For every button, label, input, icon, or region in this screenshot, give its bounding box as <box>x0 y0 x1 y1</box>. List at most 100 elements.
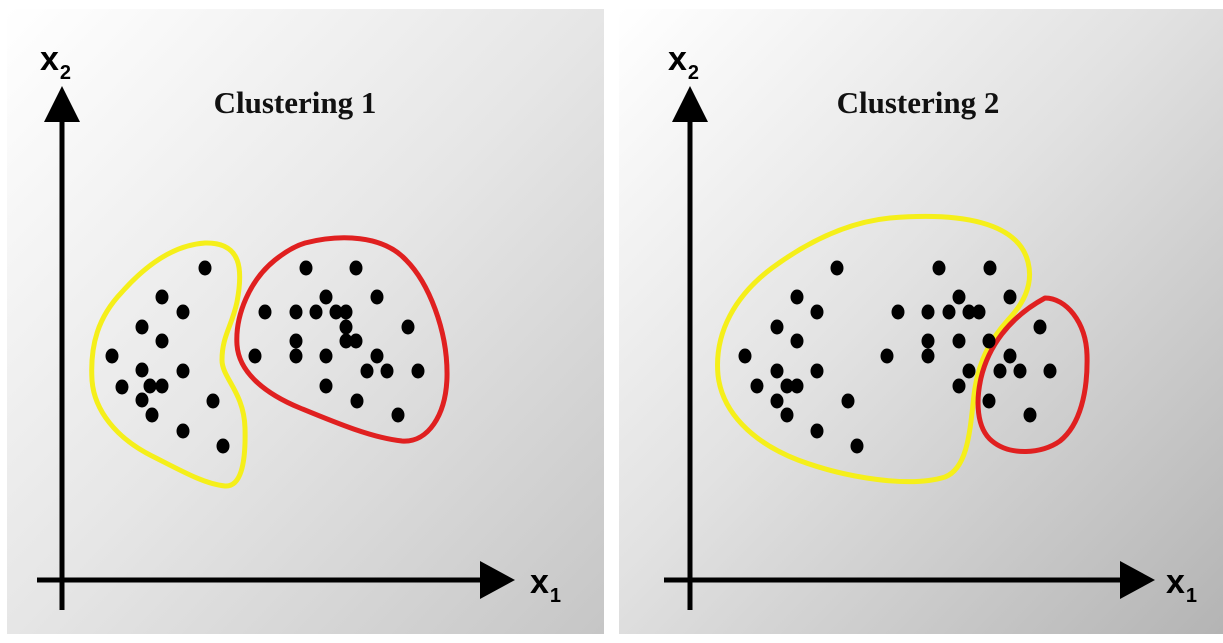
data-point <box>880 348 894 364</box>
data-point <box>349 333 363 349</box>
data-point <box>993 363 1007 379</box>
panel-2-title: Clustering 2 <box>837 85 1000 120</box>
data-point <box>1043 363 1057 379</box>
data-point <box>258 304 272 320</box>
data-point <box>921 333 935 349</box>
data-point <box>1003 348 1017 364</box>
data-point <box>391 407 405 423</box>
data-point <box>401 319 415 335</box>
data-point <box>982 333 996 349</box>
panel-2-cluster-red-outline <box>975 295 1090 454</box>
panel-2: Clustering 2 x2 x1 <box>664 40 1197 610</box>
data-point <box>145 407 159 423</box>
panel-1-background <box>7 9 604 634</box>
data-point <box>983 260 997 276</box>
data-point <box>830 260 844 276</box>
data-point <box>810 363 824 379</box>
data-point <box>790 289 804 305</box>
panel-1-cluster-yellow-outline <box>89 240 248 489</box>
data-point <box>790 333 804 349</box>
data-point <box>380 363 394 379</box>
data-point <box>349 260 363 276</box>
data-point <box>932 260 946 276</box>
panel-1-cluster-red-outline <box>234 235 450 444</box>
data-point <box>942 304 956 320</box>
data-point <box>216 438 230 454</box>
panel-1-x-axis-var: x <box>530 563 549 601</box>
panel-1-y-axis-arrowhead <box>44 86 80 122</box>
data-point <box>115 379 129 395</box>
panel-2-x-axis-var: x <box>1166 563 1185 601</box>
data-point <box>329 304 343 320</box>
panel-1-x-axis-label: x1 <box>530 563 561 607</box>
data-point <box>810 304 824 320</box>
data-point <box>339 333 353 349</box>
panel-1-points <box>105 260 425 454</box>
data-point <box>319 289 333 305</box>
data-point <box>921 304 935 320</box>
panel-2-x-axis-arrowhead <box>1120 561 1155 599</box>
data-point <box>176 304 190 320</box>
data-point <box>780 378 794 394</box>
panel-2-y-axis-sub: 2 <box>688 62 699 84</box>
panel-1-y-axis-sub: 2 <box>60 62 71 84</box>
data-point <box>155 378 169 394</box>
data-point <box>299 260 313 276</box>
data-point <box>198 260 212 276</box>
data-point <box>350 393 364 409</box>
data-point <box>982 393 996 409</box>
panel-2-y-axis-var: x <box>668 40 687 78</box>
panel-1-title: Clustering 1 <box>214 85 377 120</box>
panel-1-y-axis-var: x <box>40 40 59 78</box>
panel-1-y-axis-label: x2 <box>40 40 71 84</box>
data-point <box>176 423 190 439</box>
data-point <box>289 304 303 320</box>
data-point <box>921 348 935 364</box>
data-point <box>319 378 333 394</box>
data-point <box>319 348 333 364</box>
data-point <box>206 393 220 409</box>
panel-2-x-axis-label: x1 <box>1166 563 1197 607</box>
data-point <box>135 319 149 335</box>
data-point <box>952 333 966 349</box>
data-point <box>962 304 976 320</box>
panel-2-x-axis-sub: 1 <box>1186 585 1197 607</box>
panel-2-y-axis-arrowhead <box>672 86 708 122</box>
data-point <box>952 289 966 305</box>
data-point <box>248 348 262 364</box>
data-point <box>309 304 323 320</box>
panel-2-y-axis-label: x2 <box>668 40 699 84</box>
data-point <box>411 363 425 379</box>
data-point <box>1033 319 1047 335</box>
data-point <box>780 407 794 423</box>
data-point <box>105 348 119 364</box>
data-point <box>891 304 905 320</box>
data-point <box>339 319 353 335</box>
data-point <box>790 378 804 394</box>
data-point <box>770 319 784 335</box>
data-point <box>370 348 384 364</box>
data-point <box>143 378 157 394</box>
data-point <box>176 363 190 379</box>
data-point <box>289 348 303 364</box>
data-point <box>155 333 169 349</box>
panel-2-points <box>738 260 1057 454</box>
data-point <box>155 289 169 305</box>
data-point <box>952 378 966 394</box>
data-point <box>972 304 986 320</box>
data-point <box>135 362 149 378</box>
panel-2-background <box>619 9 1223 634</box>
data-point <box>738 348 752 364</box>
data-point <box>1003 289 1017 305</box>
panel-1-x-axis-arrowhead <box>480 561 515 599</box>
data-point <box>1013 363 1027 379</box>
data-point <box>289 333 303 349</box>
data-point <box>841 393 855 409</box>
data-point <box>962 363 976 379</box>
panel-1-x-axis-sub: 1 <box>550 585 561 607</box>
data-point <box>810 423 824 439</box>
panel-2-cluster-yellow-outline <box>715 213 1033 485</box>
data-point <box>370 289 384 305</box>
